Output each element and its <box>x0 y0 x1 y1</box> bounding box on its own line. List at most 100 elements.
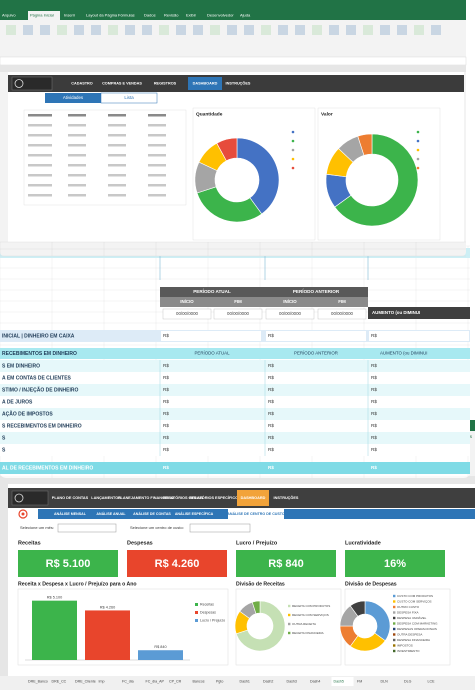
table-cell-placeholder <box>108 174 126 177</box>
ribbon-tab[interactable]: Revisão <box>164 13 179 18</box>
sheet-tab[interactable]: Pgto <box>216 679 223 683</box>
table-cell-placeholder <box>68 194 86 197</box>
sheet-tab[interactable]: DRE_Cliente <box>75 679 96 683</box>
nav-item[interactable]: INSTRUÇÕES <box>226 81 251 86</box>
ribbon-tab[interactable]: Exibir <box>186 13 197 18</box>
currency: R$ <box>268 375 274 380</box>
kpi-box <box>18 550 118 577</box>
legend-swatch <box>288 631 291 635</box>
bound-label: FIM <box>234 299 242 304</box>
legend-dot <box>416 148 420 152</box>
view-tab[interactable]: Atividades <box>63 95 84 100</box>
receipt-row <box>0 444 470 456</box>
legend-label: Receitas <box>200 602 214 606</box>
currency: R$ <box>268 465 274 470</box>
sheet-tab[interactable]: Bancos <box>193 679 205 683</box>
nav-item[interactable]: PLANO DE CONTAS <box>52 496 89 500</box>
row-label: AL DE RECEBIMENTOS EM DINHEIRO <box>2 465 93 471</box>
donut-segment <box>216 137 238 162</box>
increase-label: AUMENTO (ou DIMINUI <box>380 351 428 356</box>
logo-icon <box>14 493 24 503</box>
ribbon-icon <box>380 25 390 35</box>
table-cell-placeholder <box>148 144 166 147</box>
table-cell-placeholder <box>108 144 126 147</box>
logo-box <box>11 76 53 91</box>
table-cell-placeholder <box>28 134 52 137</box>
sheet-tab[interactable]: Dash1 <box>240 679 250 683</box>
ribbon-icon <box>363 25 373 35</box>
ribbon-icon <box>397 25 407 35</box>
subtab[interactable]: ANÁLISE MENSAL <box>54 511 87 516</box>
row-label: S <box>2 435 6 441</box>
nav-item[interactable]: PLANEJAMENTO FINANCEIRO <box>118 496 174 500</box>
table-cell-placeholder <box>68 124 86 127</box>
table-cell-placeholder <box>28 114 52 117</box>
table-cell-placeholder <box>148 184 166 187</box>
ribbon-tab[interactable]: Desenvolvedor <box>207 13 234 18</box>
nav-item[interactable]: DASHBOARD <box>241 496 266 500</box>
nav-item[interactable]: RELATÓRIOS ESPECÍFICOS <box>189 495 241 500</box>
sheet-tab[interactable]: Dash4 <box>310 679 320 683</box>
nav-item[interactable]: CADASTRO <box>71 82 93 86</box>
ribbon-tab[interactable]: Página Inicial <box>30 13 54 18</box>
row-label: A DE JUROS <box>2 399 33 405</box>
currency: R$ <box>163 375 169 380</box>
ribbon-icon <box>91 25 101 35</box>
legend-swatch <box>393 611 396 614</box>
legend-swatch <box>393 638 396 642</box>
nav-item[interactable]: DASHBOARD <box>193 82 218 86</box>
sheet-tab[interactable]: Dash3 <box>287 679 297 683</box>
table-cell-placeholder <box>68 114 86 117</box>
subtab[interactable]: ANÁLISE ANUAL <box>96 511 126 516</box>
data-label: R$ 4.260 <box>100 605 115 609</box>
sheet-tab[interactable]: DLN <box>381 679 389 683</box>
chart-title: Receita x Despesa x Lucro / Prejuízo par… <box>18 581 137 587</box>
nav-item[interactable]: REGISTROS <box>154 82 177 86</box>
nav-item[interactable]: LANÇAMENTOS <box>91 496 121 500</box>
view-tab[interactable]: Lista <box>124 95 134 100</box>
subtab[interactable]: ANÁLISE DE CONTAS <box>133 511 171 516</box>
nav-item[interactable]: COMPRAS E VENDAS <box>102 82 142 86</box>
ribbon-tab[interactable]: Inserir <box>64 13 76 18</box>
period-header <box>160 287 368 297</box>
currency: R$ <box>371 375 377 380</box>
ribbon-tab[interactable]: Fórmulas <box>118 13 135 18</box>
currency: R$ <box>163 435 169 440</box>
sheet-tab[interactable]: DRE_CC <box>52 679 67 683</box>
nav-item[interactable]: INSTRUÇÕES <box>274 495 299 500</box>
legend-swatch <box>393 627 396 631</box>
chart-title: Valor <box>321 111 333 117</box>
sheet-tab[interactable]: Dash2 <box>263 679 273 683</box>
logo-icon <box>14 79 24 88</box>
sheet-tab[interactable]: LCE <box>428 679 436 683</box>
sheet-tab[interactable]: FM <box>357 679 362 683</box>
subtab[interactable]: ANÁLISE DE CENTRO DE CUSTO <box>227 511 285 516</box>
ribbon-tab[interactable]: Ajuda <box>240 13 251 18</box>
sheet-tab[interactable]: DRE_Banco <box>28 679 48 683</box>
ribbon-tab[interactable]: Arquivo <box>2 13 16 18</box>
bar <box>85 610 130 660</box>
reset-dot <box>21 512 25 516</box>
ribbon-icon <box>125 25 135 35</box>
sheet-tab[interactable]: CP_CR <box>169 679 182 683</box>
sheet-tab[interactable]: DLG <box>404 679 412 683</box>
legend-label: DESPESA FINANCEIRA <box>397 638 430 642</box>
cost-center-dropdown <box>189 523 251 533</box>
sheet-tab[interactable]: FC_dia <box>122 679 134 683</box>
sheet-tab[interactable]: Imp <box>99 679 105 683</box>
ribbon-tab[interactable]: Dados <box>144 13 156 18</box>
data-label: R$ 5.100 <box>47 596 62 600</box>
currency: R$ <box>268 333 274 338</box>
nav-item[interactable]: RELATÓRIOS GERAIS <box>163 495 204 500</box>
table-cell-placeholder <box>148 194 166 197</box>
nav-active <box>188 77 222 90</box>
ribbon-tab[interactable]: Layout da Página <box>86 13 118 18</box>
period-label: PERÍODO ATUAL <box>193 287 231 294</box>
sheet-tab[interactable]: FC_dia_AP <box>146 679 165 683</box>
sheet-tab[interactable]: Dash5 <box>334 679 344 683</box>
row-label: A EM CONTAS DE CLIENTES <box>2 375 72 381</box>
legend-swatch <box>393 616 396 620</box>
subtab[interactable]: ANÁLISE ESPECÍFICA <box>175 511 214 516</box>
table-cell-placeholder <box>108 134 126 137</box>
